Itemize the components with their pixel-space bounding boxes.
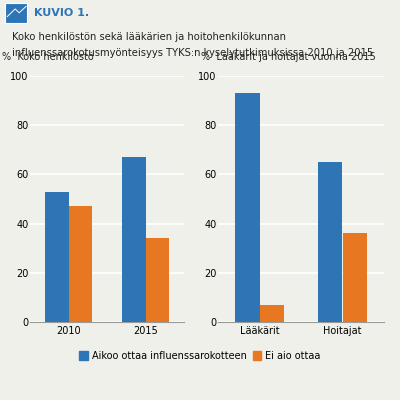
Text: %  Koko henkilöstö: % Koko henkilöstö [2, 52, 94, 62]
Bar [318, 162, 342, 322]
Text: %  Lääkärit ja hoitajat vuonna 2015: % Lääkärit ja hoitajat vuonna 2015 [202, 52, 376, 62]
Legend: Aikoo ottaa influenssarokotteen, Ei aio ottaa: Aikoo ottaa influenssarokotteen, Ei aio … [76, 347, 324, 365]
Bar [46, 192, 68, 322]
Text: influenssarokotusmyönteisyys TYKS:n kyselytutkimuksissa 2010 ja 2015: influenssarokotusmyönteisyys TYKS:n kyse… [12, 48, 373, 58]
Bar [146, 238, 169, 322]
Text: KUVIO 1.: KUVIO 1. [34, 8, 89, 18]
FancyBboxPatch shape [5, 3, 27, 22]
Bar [234, 93, 260, 322]
Bar [68, 206, 92, 322]
Bar [260, 305, 284, 322]
Bar [122, 157, 146, 322]
Bar [342, 234, 367, 322]
Text: Koko henkilöstön sekä lääkärien ja hoitohenkilökunnan: Koko henkilöstön sekä lääkärien ja hoito… [12, 32, 286, 42]
